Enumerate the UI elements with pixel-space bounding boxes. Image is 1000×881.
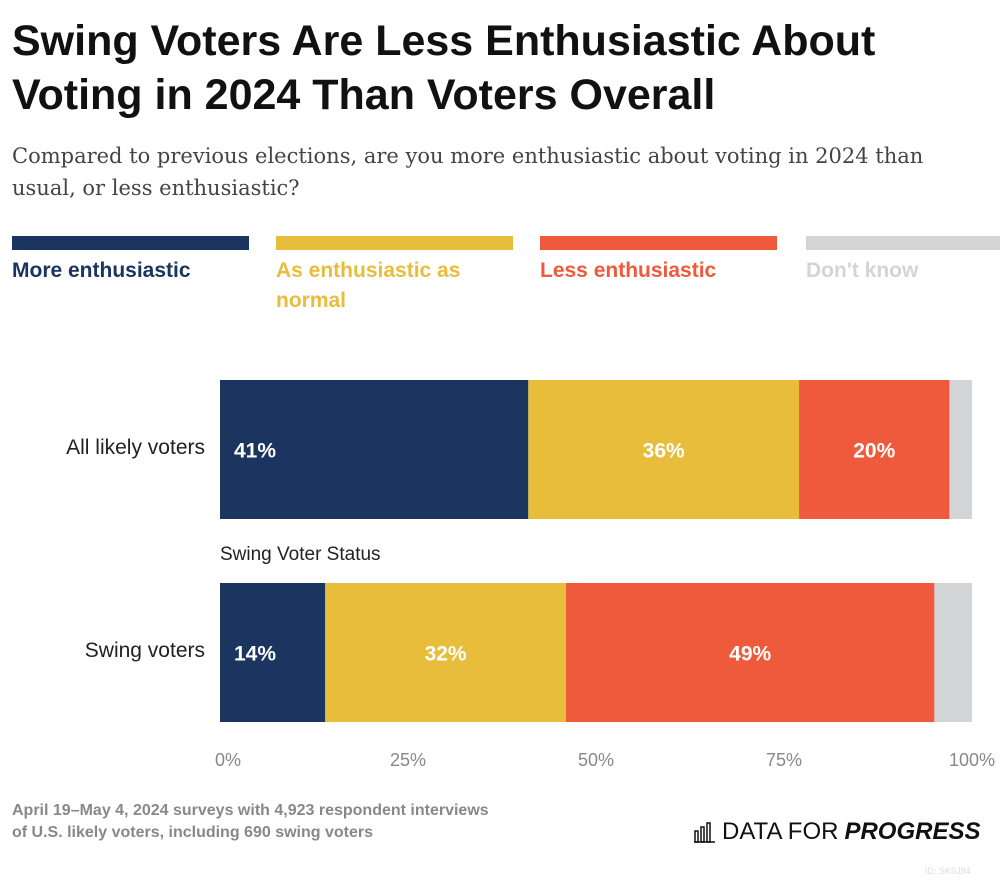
legend-label: As enthusiastic as normal bbox=[276, 259, 461, 312]
bar-segment bbox=[220, 583, 326, 722]
category-label: All likely voters bbox=[66, 436, 205, 459]
data-label: 14% bbox=[234, 643, 276, 666]
legend-item: Don't know bbox=[806, 236, 1000, 286]
chart-title: Swing Voters Are Less Enthusiastic About… bbox=[12, 17, 876, 119]
bar-chart-icon bbox=[694, 822, 715, 843]
legend-swatch bbox=[806, 236, 1000, 250]
x-tick-label: 25% bbox=[389, 750, 427, 770]
x-tick-label: 50% bbox=[577, 750, 615, 770]
legend-item: As enthusiastic as normal bbox=[276, 236, 513, 316]
bar-segment bbox=[220, 380, 529, 519]
bar-segment bbox=[799, 380, 950, 519]
chart-subtitle: Compared to previous elections, are you … bbox=[12, 144, 924, 200]
legend-label: Don't know bbox=[806, 259, 919, 282]
legend-label: Less enthusiastic bbox=[540, 259, 717, 282]
legend-swatch bbox=[540, 236, 777, 250]
bar-segment bbox=[528, 380, 800, 519]
data-label: 20% bbox=[853, 440, 895, 463]
group-label: Swing Voter Status bbox=[220, 544, 381, 565]
data-label: 41% bbox=[234, 440, 276, 463]
legend-item: More enthusiastic bbox=[12, 236, 249, 286]
logo-text-bold: PROGRESS bbox=[844, 818, 981, 845]
data-label: 36% bbox=[643, 440, 685, 463]
legend-swatch bbox=[12, 236, 249, 250]
category-label: Swing voters bbox=[84, 639, 205, 662]
data-label: 32% bbox=[425, 643, 467, 666]
logo-text: DATA FOR bbox=[722, 818, 839, 845]
chart-id: ID: SK9J94 bbox=[925, 866, 971, 876]
logo: DATA FOR PROGRESS bbox=[694, 818, 980, 846]
footnote: April 19–May 4, 2024 surveys with 4,923 … bbox=[12, 802, 489, 841]
data-label: 49% bbox=[729, 643, 771, 666]
bar-segment bbox=[934, 583, 972, 722]
bar-segment bbox=[325, 583, 566, 722]
x-tick-label: 100% bbox=[948, 750, 996, 770]
bar-segment bbox=[949, 380, 972, 519]
legend-label: More enthusiastic bbox=[12, 259, 191, 282]
legend-swatch bbox=[276, 236, 513, 250]
x-tick-label: 0% bbox=[214, 750, 242, 770]
legend-item: Less enthusiastic bbox=[540, 236, 777, 286]
bar-segment bbox=[565, 583, 935, 722]
x-tick-label: 75% bbox=[765, 750, 803, 770]
